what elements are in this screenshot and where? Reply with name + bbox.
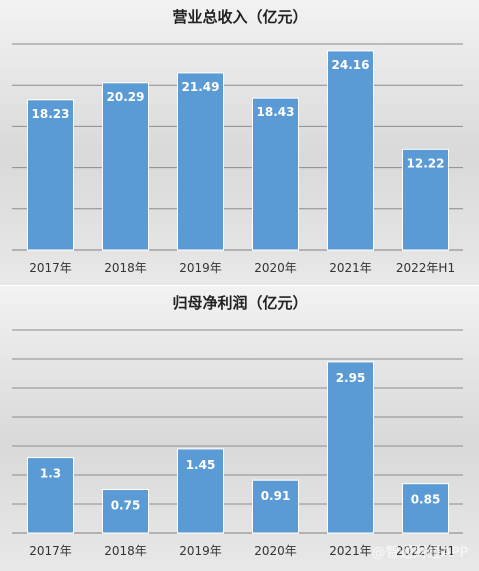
revenue-chart-svg: 营业总收入（亿元） 18.23 20.29 21.49 18.43 24.16 12.22…	[0, 0, 479, 285]
profit-chart-svg: 归母净利润（亿元） 1.3 0.75 1.45 0.91 2.95 0.85 2017年 20…	[0, 286, 479, 571]
profit-x-tick-label: 2017年	[29, 544, 72, 558]
profit-bars: 1.3 0.75 1.45 0.91 2.95 0.85	[27, 361, 449, 534]
profit-bar	[252, 479, 299, 534]
profit-x-tick-label: 2018年	[104, 544, 147, 558]
revenue-x-tick-label: 2021年	[329, 261, 372, 275]
profit-data-label: 2.95	[336, 371, 366, 385]
revenue-bars: 18.23 20.29 21.49 18.43 24.16 12.22	[27, 50, 449, 251]
profit-x-tick-label: 2022年H1	[396, 544, 455, 558]
profit-bar	[402, 483, 449, 534]
profit-x-tick-label: 2019年	[179, 544, 222, 558]
revenue-x-tick-label: 2022年H1	[396, 261, 455, 275]
profit-data-label: 0.75	[111, 499, 141, 513]
revenue-data-label: 24.16	[332, 58, 370, 72]
profit-x-tick-label: 2020年	[254, 544, 297, 558]
revenue-data-label: 20.29	[107, 90, 145, 104]
revenue-x-tick-label: 2019年	[179, 261, 222, 275]
profit-bar	[177, 448, 224, 534]
profit-bar	[327, 361, 374, 534]
revenue-bar	[252, 97, 299, 251]
profit-chart-background	[0, 286, 479, 571]
profit-chart-title: 归母净利润（亿元）	[172, 294, 307, 312]
profit-bar	[102, 489, 149, 534]
revenue-bar	[402, 148, 449, 251]
revenue-data-label: 18.43	[257, 105, 295, 119]
revenue-bar	[177, 72, 224, 251]
revenue-chart-title: 营业总收入（亿元）	[172, 8, 307, 26]
profit-chart: 归母净利润（亿元） 1.3 0.75 1.45 0.91 2.95 0.85 2017年 20…	[0, 286, 479, 571]
revenue-data-label: 18.23	[32, 107, 70, 121]
profit-data-label: 1.45	[186, 458, 216, 472]
revenue-bar	[327, 50, 374, 251]
revenue-gridlines	[12, 43, 463, 210]
revenue-data-label: 21.49	[182, 80, 220, 94]
revenue-x-tick-label: 2018年	[104, 261, 147, 275]
watermark-text: @智通财经APP	[372, 545, 468, 561]
revenue-chart-background	[0, 0, 479, 285]
revenue-x-tick-label: 2017年	[29, 261, 72, 275]
profit-data-label: 1.3	[40, 467, 61, 481]
profit-data-label: 0.91	[261, 489, 291, 503]
revenue-data-label: 12.22	[407, 156, 445, 170]
profit-gridlines	[12, 329, 463, 505]
profit-x-tick-label: 2021年	[329, 544, 372, 558]
revenue-x-tick-label: 2020年	[254, 261, 297, 275]
revenue-bar	[102, 82, 149, 251]
profit-data-label: 0.85	[411, 493, 441, 507]
revenue-bar	[27, 99, 74, 251]
profit-bar	[27, 457, 74, 534]
revenue-chart: 营业总收入（亿元） 18.23 20.29 21.49 18.43 24.16 12.22…	[0, 0, 479, 285]
